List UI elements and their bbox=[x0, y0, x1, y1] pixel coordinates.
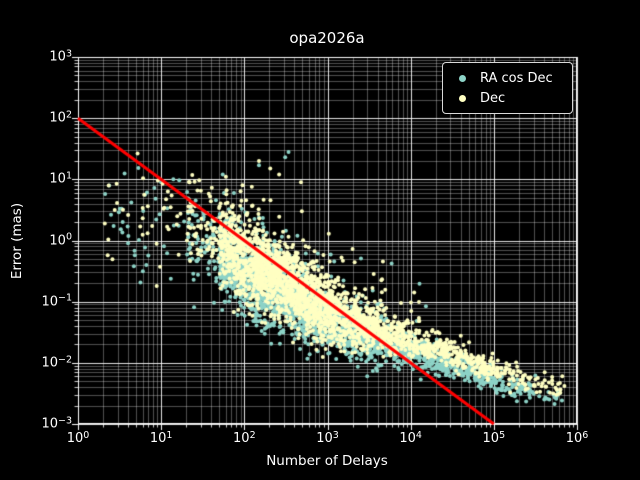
y-tick-label: 10−1 bbox=[41, 292, 72, 310]
y-axis-label: Error (mas) bbox=[9, 202, 25, 280]
x-tick-label: 102 bbox=[233, 429, 256, 446]
legend-item-ra-cos-dec: RA cos Dec bbox=[453, 68, 564, 88]
x-tick-label: 106 bbox=[565, 429, 589, 446]
legend-swatch-dec bbox=[459, 94, 466, 102]
legend-item-dec: Dec bbox=[453, 88, 564, 108]
legend-label-ra-cos-dec: RA cos Dec bbox=[480, 70, 553, 86]
legend-swatch-ra-cos-dec bbox=[459, 74, 466, 82]
x-tick-label: 101 bbox=[149, 429, 173, 446]
y-tick-label: 10−3 bbox=[41, 415, 72, 432]
y-tick-label: 100 bbox=[49, 231, 72, 248]
x-tick-label: 100 bbox=[66, 429, 90, 446]
legend-label-dec: Dec bbox=[480, 90, 506, 106]
x-axis-label: Number of Delays bbox=[266, 453, 388, 469]
legend: RA cos Dec Dec bbox=[442, 62, 573, 114]
y-tick-label: 10−2 bbox=[41, 354, 72, 371]
chart-title: opa2026a bbox=[289, 29, 365, 47]
x-tick-label: 104 bbox=[399, 429, 422, 446]
x-tick-label: 105 bbox=[482, 429, 506, 446]
y-tick-label: 101 bbox=[49, 170, 72, 187]
x-tick-label: 103 bbox=[316, 429, 339, 446]
y-tick-label: 102 bbox=[49, 109, 72, 126]
y-tick-label: 103 bbox=[49, 48, 72, 65]
